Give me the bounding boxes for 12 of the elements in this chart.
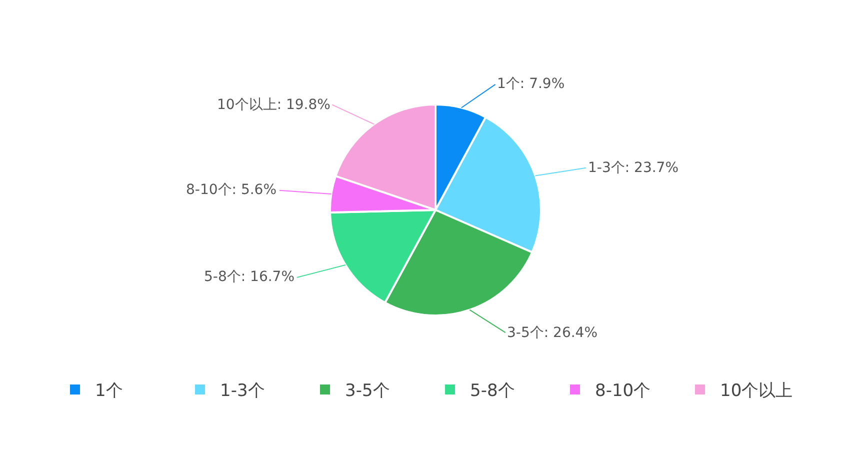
legend-label: 5-8个 <box>470 381 515 402</box>
data-label: 10个以上: 19.8% <box>217 97 330 113</box>
legend-label: 3-5个 <box>345 381 390 402</box>
legend-label: 10个以上 <box>720 381 793 402</box>
data-label: 3-5个: 26.4% <box>507 325 598 341</box>
legend-label: 8-10个 <box>595 381 651 402</box>
data-label: 5-8个: 16.7% <box>204 269 295 285</box>
legend-label: 1-3个 <box>220 381 265 402</box>
data-label: 1个: 7.9% <box>497 76 565 92</box>
legend-label: 1个 <box>95 381 123 402</box>
data-label: 1-3个: 23.7% <box>588 160 679 176</box>
data-label: 8-10个: 5.6% <box>186 182 277 198</box>
